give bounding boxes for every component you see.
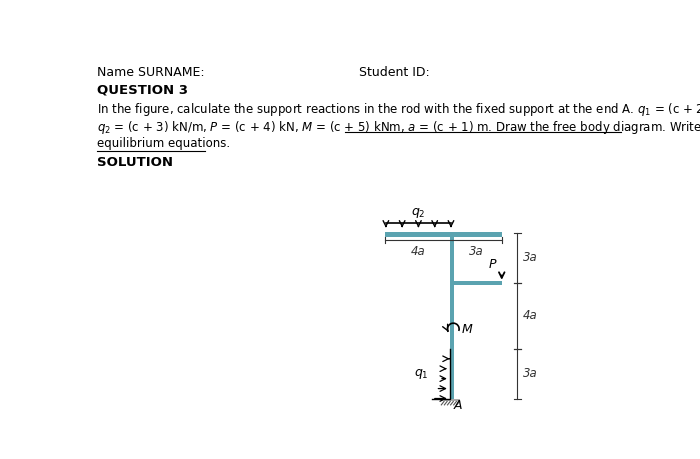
Text: QUESTION 3: QUESTION 3 — [97, 84, 188, 96]
Text: equilibrium equations.: equilibrium equations. — [97, 137, 230, 151]
Text: A: A — [454, 399, 463, 412]
Text: In the figure, calculate the support reactions in the rod with the fixed support: In the figure, calculate the support rea… — [97, 101, 700, 118]
Bar — [449, 233, 454, 398]
Text: $P$: $P$ — [489, 258, 498, 271]
Text: 4a: 4a — [411, 245, 426, 257]
Text: $q_2$ = (c + 3) kN/m, $P$ = (c + 4) kN, $M$ = (c + 5) kNm, $a$ = (c + 1) m. Draw: $q_2$ = (c + 3) kN/m, $P$ = (c + 4) kN, … — [97, 119, 700, 136]
Text: SOLUTION: SOLUTION — [97, 156, 173, 169]
Bar — [444, 398, 459, 402]
Text: 3a: 3a — [523, 251, 538, 264]
Bar — [449, 280, 502, 285]
Bar — [385, 232, 502, 237]
Text: $M$: $M$ — [461, 323, 473, 336]
Text: Name SURNAME:: Name SURNAME: — [97, 66, 204, 79]
Text: 3a: 3a — [523, 367, 538, 380]
Text: 3a: 3a — [470, 245, 484, 257]
Text: $q_2$: $q_2$ — [411, 206, 426, 220]
Text: 4a: 4a — [523, 309, 538, 322]
Text: $q_1$: $q_1$ — [414, 367, 429, 381]
Text: Student ID:: Student ID: — [358, 66, 430, 79]
